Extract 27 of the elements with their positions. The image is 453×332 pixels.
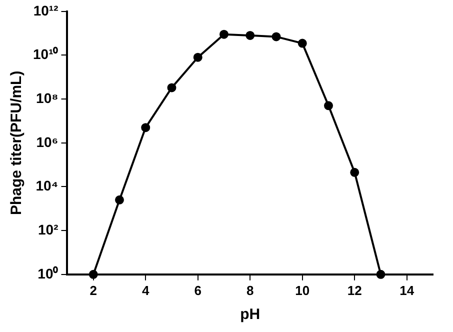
y-tick-label: 10¹⁰	[33, 46, 58, 62]
point	[376, 270, 386, 279]
x-tick-label: 12	[347, 282, 362, 298]
x-tick-label: 10	[295, 282, 310, 298]
point	[193, 52, 202, 62]
y-tick-label: 10⁴	[36, 178, 58, 194]
point	[246, 30, 255, 40]
point	[167, 83, 176, 92]
x-tick-label: 4	[142, 282, 150, 298]
y-tick-label: 10⁸	[36, 90, 58, 106]
point	[141, 123, 150, 132]
y-tick-label: 10²	[38, 221, 59, 238]
point	[298, 38, 307, 48]
x-tick-label: 14	[400, 282, 415, 298]
y-tick-label: 10¹²	[33, 2, 59, 18]
x-tick-label: 6	[194, 282, 202, 298]
point	[219, 30, 228, 39]
point	[324, 101, 333, 110]
x-tick-label: 2	[90, 282, 97, 298]
y-axis-title: Phage titer(PFU/mL)	[8, 70, 26, 215]
x-axis-title: pH	[240, 306, 260, 324]
point	[350, 168, 360, 177]
y-tick-label: 10⁶	[36, 134, 58, 150]
y-tick-label: 10⁰	[38, 265, 58, 282]
point	[272, 32, 281, 42]
point	[114, 195, 124, 204]
x-tick-label: 8	[246, 282, 254, 298]
